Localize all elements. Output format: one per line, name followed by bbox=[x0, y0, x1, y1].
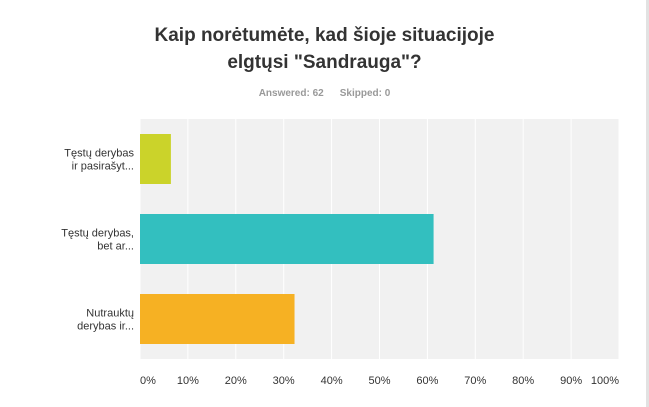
category-label-3-line-1: Nutrauktų bbox=[86, 308, 134, 320]
title-line-1: Kaip norėtumėte, kad šioje situacijoje bbox=[154, 25, 495, 46]
response-stats: Answered: 62 Skipped: 0 bbox=[0, 88, 649, 99]
x-tick-label: 40% bbox=[321, 375, 343, 387]
answered-count: Answered: 62 bbox=[258, 88, 324, 99]
x-tick-label: 90% bbox=[560, 375, 582, 387]
x-tick-label: 80% bbox=[512, 375, 534, 387]
x-tick-label: 20% bbox=[225, 375, 247, 387]
skipped-count: Skipped: 0 bbox=[339, 88, 391, 99]
category-label-2-line-1: Tęstų derybas, bbox=[61, 228, 134, 240]
bar-1 bbox=[140, 134, 171, 184]
title-line-2: elgtųsi "Sandrauga"? bbox=[227, 52, 422, 73]
x-tick-label: 10% bbox=[177, 375, 199, 387]
right-border bbox=[646, 0, 649, 407]
x-tick-label: 30% bbox=[273, 375, 295, 387]
category-label-2-line-2: bet ar... bbox=[97, 241, 134, 253]
chart-title: Kaip norėtumėte, kad šioje situacijoje e… bbox=[0, 22, 649, 76]
category-label-1-line-2: ir pasirašyt... bbox=[72, 161, 134, 173]
bar-3 bbox=[140, 294, 295, 344]
x-tick-label: 60% bbox=[416, 375, 438, 387]
x-tick-label: 50% bbox=[368, 375, 390, 387]
x-tick-label: 100% bbox=[591, 375, 619, 387]
category-label-1-line-1: Tęstų derybas bbox=[64, 148, 134, 160]
x-tick-label: 0% bbox=[140, 375, 156, 387]
category-label-3-line-2: derybas ir... bbox=[77, 321, 134, 333]
x-tick-label: 70% bbox=[464, 375, 486, 387]
bar-2 bbox=[140, 214, 434, 264]
